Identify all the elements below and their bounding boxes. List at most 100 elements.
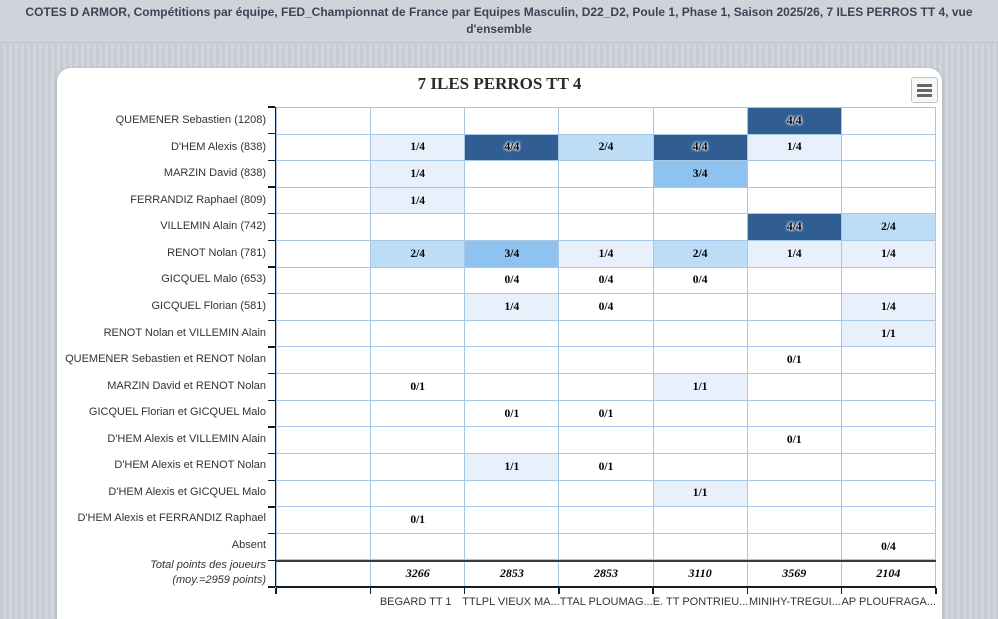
heatmap-cell[interactable]: 2/4 [841,214,936,242]
cell-value: 0/1 [410,513,426,526]
x-axis-tick [746,588,749,594]
heatmap-cell[interactable]: 0/1 [747,427,842,454]
heatmap-cell [465,347,560,375]
heatmap-cell [371,533,466,561]
y-axis-tick [268,426,275,428]
heatmap-cell [277,267,372,295]
x-axis-label [276,596,369,611]
heatmap-cell [653,294,748,321]
y-axis-label: QUEMENER Sebastien (1208) [115,114,266,127]
heatmap-cell [277,427,372,454]
heatmap-cell [277,187,372,215]
heatmap-cell [277,347,372,375]
heatmap-cell [465,161,560,188]
heatmap-cell [371,453,466,481]
heatmap-cell[interactable]: 0/4 [559,294,654,321]
cell-value: 1/4 [881,301,896,314]
heatmap-cell [371,267,466,295]
y-axis-tick [268,479,275,482]
heatmap-cell[interactable]: 0/1 [371,374,466,401]
y-axis-label: VILLEMIN Alain (742) [160,220,266,233]
heatmap-cell[interactable]: 4/4 [653,134,748,162]
heatmap-cell[interactable]: 0/1 [559,453,654,481]
hamburger-menu-icon[interactable] [911,77,938,103]
y-axis-label: MARZIN David (838) [163,167,266,180]
heatmap-cell[interactable]: 0/1 [371,507,466,534]
heatmap-cell [559,108,654,135]
heatmap-cell[interactable]: 1/4 [371,187,466,215]
heatmap-cell [371,108,466,135]
heatmap-cell[interactable]: 2/4 [653,241,748,268]
heatmap-cell [371,400,466,428]
y-axis-label: GICQUEL Florian et GICQUEL Malo [88,406,266,419]
x-axis-tick [558,588,560,594]
cell-value: 2104 [876,565,901,580]
heatmap-cell[interactable]: 1/4 [841,241,936,268]
cell-value: 0/4 [504,274,520,287]
heatmap-cell [747,187,842,215]
y-axis-label: RENOT Nolan (781) [167,246,266,259]
heatmap-cell [841,347,936,375]
heatmap-cell[interactable]: 1/1 [465,453,560,481]
x-axis-tick [840,588,843,594]
cell-value: 4/4 [786,221,802,234]
breadcrumb: COTES D ARMOR, Compétitions par équipe, … [0,0,998,43]
heatmap-cell[interactable]: 1/4 [559,241,654,268]
heatmap-cell[interactable]: 2/4 [371,241,466,268]
heatmap-cell[interactable]: 0/1 [559,400,654,428]
heatmap-cell [559,161,654,188]
heatmap-cell[interactable]: 1/4 [465,294,560,321]
heatmap-cell[interactable]: 1/1 [653,480,748,508]
heatmap-cell [747,507,842,534]
heatmap-cell [277,134,372,162]
y-axis-label: GICQUEL Florian (581) [151,299,266,312]
heatmap-cell[interactable]: 1/4 [371,134,466,162]
heatmap-cell [371,427,466,454]
heatmap-cell[interactable]: 1/1 [841,320,936,348]
total-row-separator [276,560,936,562]
chart-title: 7 ILES PERROS TT 4 [417,74,582,93]
heatmap-cell [277,241,372,268]
heatmap-cell[interactable]: 0/4 [653,267,748,295]
heatmap-cell[interactable]: 1/4 [841,294,936,321]
cell-value: 0/4 [881,540,896,553]
y-axis-label: D'HEM Alexis (838) [170,140,266,153]
total-cell: 2853 [559,560,654,587]
cell-value: 2/4 [410,247,426,260]
heatmap-cell[interactable]: 1/4 [371,161,466,188]
heatmap-cell[interactable]: 0/4 [841,533,936,561]
heatmap-cell[interactable]: 0/4 [465,267,560,295]
y-axis-label: FERRANDIZ Raphael (809) [130,193,266,206]
heatmap-cell[interactable]: 3/4 [653,161,748,188]
cell-value: 2/4 [692,247,708,260]
cell-value: 3569 [782,565,807,580]
heatmap-cell [277,161,372,188]
heatmap-cell[interactable]: 1/1 [653,374,748,401]
x-axis-line [276,586,936,588]
cell-value: 2853 [499,565,524,580]
heatmap-cell[interactable]: 3/4 [465,241,560,268]
heatmap-cell[interactable]: 4/4 [747,108,842,135]
heatmap-cell[interactable]: 1/4 [747,134,842,162]
heatmap-cell[interactable]: 1/4 [747,241,842,268]
heatmap-cell[interactable]: 0/4 [559,267,654,295]
y-axis-tick [268,559,275,562]
y-axis-tick [268,159,275,162]
y-axis-label: Total points des joueurs (moy.=2959 point… [150,559,266,586]
heatmap-cell [277,533,372,561]
heatmap-cell[interactable]: 4/4 [747,214,842,242]
heatmap-cell[interactable]: 4/4 [465,134,560,162]
cell-value: 1/4 [786,247,802,260]
heatmap-cell[interactable]: 2/4 [559,134,654,162]
heatmap-cell [371,320,466,348]
total-cell: 3569 [747,560,842,587]
heatmap-cell [465,214,560,242]
hamburger-bar [917,88,932,92]
x-axis-label: E. TT PONTRIEU... [652,596,749,608]
y-axis-label: Absent [231,538,266,551]
heatmap-cell [465,480,560,508]
heatmap-cell[interactable]: 0/1 [747,347,842,375]
heatmap-cell[interactable]: 0/1 [465,400,560,428]
x-axis-tick [935,588,937,594]
x-axis-tick [369,588,372,594]
